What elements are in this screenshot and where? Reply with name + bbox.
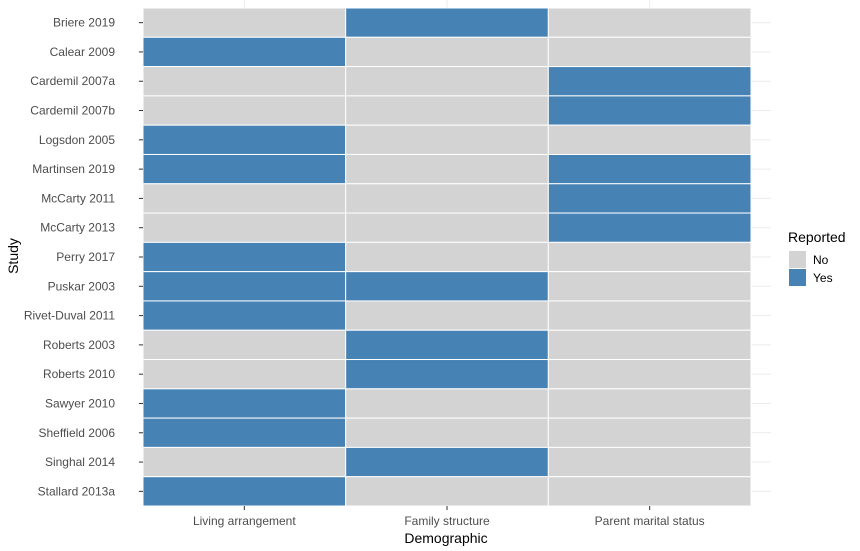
y-tick-label: Cardemil 2007a — [30, 74, 115, 88]
legend: Reported No Yes — [788, 229, 846, 286]
legend-label-no: No — [813, 253, 829, 267]
cell-roberts-2010-family-structure — [345, 359, 549, 390]
cell-logsdon-2005-family-structure — [345, 124, 549, 155]
y-tick-label: Perry 2017 — [56, 250, 115, 264]
y-tick-label: Rivet-Duval 2011 — [24, 309, 115, 323]
cell-singhal-2014-parent-marital-status — [547, 446, 752, 478]
cell-mccarty-2011-living-arrangement — [142, 183, 347, 214]
cell-roberts-2003-family-structure — [345, 329, 549, 361]
y-tick-label: Martinsen 2019 — [32, 162, 115, 176]
cell-logsdon-2005-parent-marital-status — [547, 124, 752, 155]
y-tick-label: Calear 2009 — [50, 45, 116, 59]
cell-logsdon-2005-living-arrangement — [142, 124, 347, 155]
cell-briere-2019-family-structure — [345, 7, 549, 38]
cell-puskar-2003-living-arrangement — [142, 271, 347, 302]
cell-cardemil-2007b-family-structure — [345, 95, 549, 126]
cell-stallard-2013a-parent-marital-status — [547, 476, 752, 507]
cell-martinsen-2019-parent-marital-status — [547, 153, 752, 185]
cell-sheffield-2006-parent-marital-status — [547, 417, 752, 448]
legend-key-yes — [789, 269, 806, 286]
x-tick-label: Family structure — [404, 514, 490, 528]
cell-stallard-2013a-living-arrangement — [142, 476, 347, 507]
cell-perry-2017-parent-marital-status — [547, 241, 752, 273]
y-tick-label: Sawyer 2010 — [45, 396, 115, 410]
heatmap-cells — [142, 7, 752, 507]
y-axis-ticks: Briere 2019 Calear 2009 Cardemil 2007a Card… — [24, 16, 143, 498]
cell-sheffield-2006-living-arrangement — [142, 417, 347, 448]
y-tick-label: Roberts 2003 — [43, 338, 115, 352]
x-axis-ticks: Living arrangement Family structure Parent… — [193, 506, 705, 528]
y-tick-label: McCarty 2013 — [40, 221, 115, 235]
y-tick-label: Puskar 2003 — [48, 279, 116, 293]
cell-puskar-2003-family-structure — [345, 271, 549, 302]
cell-cardemil-2007b-living-arrangement — [142, 95, 347, 126]
y-tick-label: Cardemil 2007b — [30, 104, 115, 118]
cell-sheffield-2006-family-structure — [345, 417, 549, 448]
cell-cardemil-2007a-living-arrangement — [142, 66, 347, 97]
x-axis-title: Demographic — [404, 530, 487, 546]
cell-rivet-duval-2011-parent-marital-status — [547, 300, 752, 331]
cell-sawyer-2010-family-structure — [345, 388, 549, 419]
cell-rivet-duval-2011-family-structure — [345, 300, 549, 331]
cell-puskar-2003-parent-marital-status — [547, 271, 752, 302]
y-tick-label: Sheffield 2006 — [38, 426, 115, 440]
y-axis-title: Study — [5, 238, 21, 274]
cell-calear-2009-family-structure — [345, 36, 549, 68]
cell-roberts-2010-parent-marital-status — [547, 359, 752, 390]
cell-calear-2009-living-arrangement — [142, 36, 347, 68]
cell-cardemil-2007a-parent-marital-status — [547, 66, 752, 97]
legend-label-yes: Yes — [813, 271, 833, 285]
cell-roberts-2003-parent-marital-status — [547, 329, 752, 361]
cell-mccarty-2013-family-structure — [345, 212, 549, 243]
cell-martinsen-2019-family-structure — [345, 153, 549, 185]
cell-perry-2017-living-arrangement — [142, 241, 347, 273]
cell-sawyer-2010-living-arrangement — [142, 388, 347, 419]
cell-mccarty-2011-parent-marital-status — [547, 183, 752, 214]
y-tick-label: Briere 2019 — [53, 16, 115, 30]
x-tick-label: Living arrangement — [193, 514, 296, 528]
cell-briere-2019-living-arrangement — [142, 7, 347, 38]
cell-mccarty-2011-family-structure — [345, 183, 549, 214]
cell-singhal-2014-family-structure — [345, 446, 549, 478]
cell-mccarty-2013-living-arrangement — [142, 212, 347, 243]
cell-perry-2017-family-structure — [345, 241, 549, 273]
cell-stallard-2013a-family-structure — [345, 476, 549, 507]
legend-key-no — [789, 251, 806, 268]
y-tick-label: McCarty 2011 — [41, 191, 115, 205]
cell-cardemil-2007b-parent-marital-status — [547, 95, 752, 126]
cell-singhal-2014-living-arrangement — [142, 446, 347, 478]
y-tick-label: Roberts 2010 — [43, 367, 115, 381]
y-tick-label: Stallard 2013a — [38, 484, 116, 498]
cell-sawyer-2010-parent-marital-status — [547, 388, 752, 419]
cell-mccarty-2013-parent-marital-status — [547, 212, 752, 243]
y-tick-label: Logsdon 2005 — [39, 133, 115, 147]
x-tick-label: Parent marital status — [595, 514, 705, 528]
cell-roberts-2003-living-arrangement — [142, 329, 347, 361]
cell-roberts-2010-living-arrangement — [142, 359, 347, 390]
cell-briere-2019-parent-marital-status — [547, 7, 752, 38]
y-tick-label: Singhal 2014 — [45, 455, 115, 469]
cell-cardemil-2007a-family-structure — [345, 66, 549, 97]
cell-calear-2009-parent-marital-status — [547, 36, 752, 68]
cell-martinsen-2019-living-arrangement — [142, 153, 347, 185]
legend-title: Reported — [788, 229, 846, 245]
cell-rivet-duval-2011-living-arrangement — [142, 300, 347, 331]
